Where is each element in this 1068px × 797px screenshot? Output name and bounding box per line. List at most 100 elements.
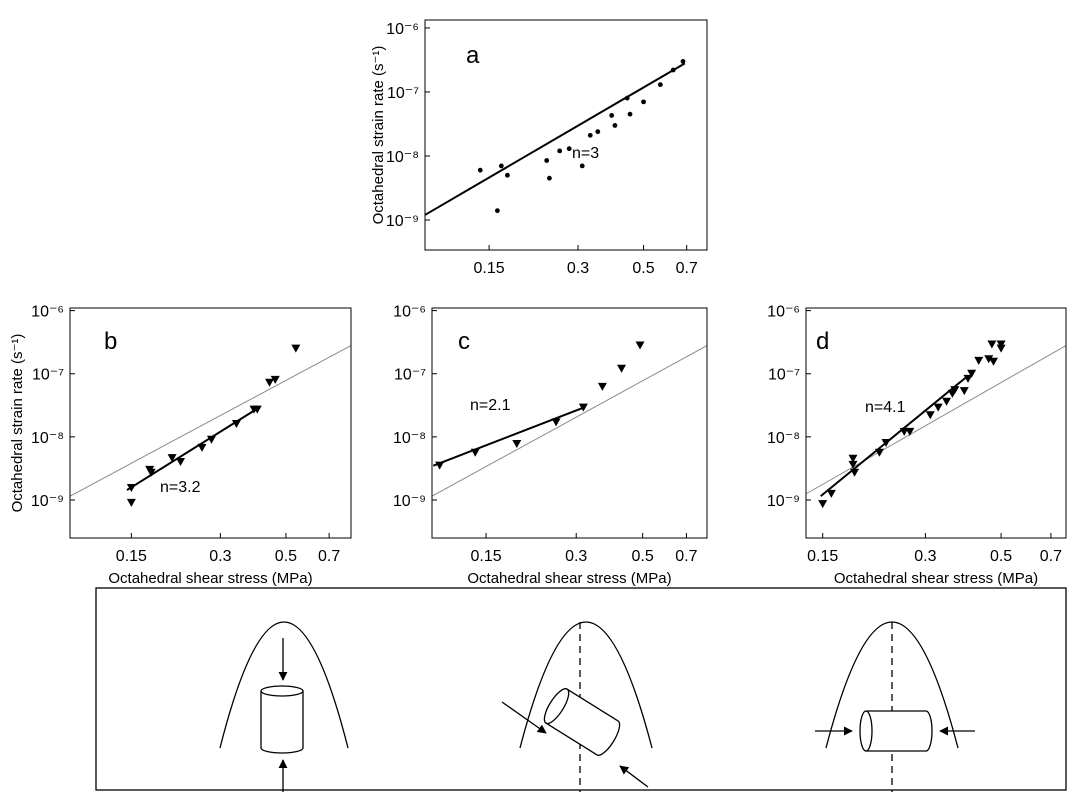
fit-line [425,63,685,215]
panel-label: a [466,42,480,69]
point [942,398,951,406]
point [495,208,500,213]
annotation: n=4.1 [865,399,906,416]
point [544,158,549,163]
reference-line [806,346,1066,494]
point [989,358,998,366]
arrow [620,766,648,787]
y-tick-label: 10⁻⁸ [767,430,800,447]
x-axis-label: Octahedral shear stress (MPa) [108,570,312,587]
y-tick-label: 10⁻⁸ [31,430,64,447]
y-tick-label: 10⁻⁸ [386,149,419,166]
point [658,82,663,87]
x-axis-label: Octahedral shear stress (MPa) [834,570,1038,587]
point [681,59,686,64]
annotation: n=2.1 [470,397,511,414]
cylinder [860,711,932,751]
x-tick-label: 0.3 [914,548,936,565]
x-tick-label: 0.3 [565,548,587,565]
x-tick-label: 0.15 [474,260,505,277]
cylinder [261,686,303,753]
x-tick-label: 0.3 [209,548,231,565]
x-tick-label: 0.7 [676,260,698,277]
point [617,365,626,373]
x-tick-label: 0.15 [470,548,501,565]
y-tick-label: 10⁻⁸ [393,430,426,447]
fit-line [821,376,968,496]
point [435,462,444,470]
point [595,129,600,134]
y-tick-label: 10⁻⁷ [768,367,800,384]
x-tick-label: 0.5 [632,260,654,277]
point [127,499,136,507]
y-axis-label: Octahedral strain rate (s⁻¹) [9,334,26,513]
point [579,404,588,412]
y-tick-label: 10⁻⁶ [767,304,800,321]
diagram [96,588,1066,792]
point [960,387,969,395]
x-tick-label: 0.5 [990,548,1012,565]
point [557,149,562,154]
reference-line [432,346,707,497]
point [609,113,614,118]
y-axis-label: Octahedral strain rate (s⁻¹) [370,46,387,225]
point [997,341,1006,349]
point [588,133,593,138]
y-tick-label: 10⁻⁹ [393,493,426,510]
point [291,345,300,353]
point [613,123,618,128]
x-tick-label: 0.7 [675,548,697,565]
diagram-frame [96,588,1066,790]
x-tick-label: 0.5 [275,548,297,565]
x-tick-label: 0.15 [116,548,147,565]
x-tick-label: 0.7 [1040,548,1062,565]
point [598,383,607,391]
y-tick-label: 10⁻⁷ [394,367,426,384]
point [905,428,914,436]
point [987,341,996,349]
point [875,449,884,457]
y-tick-label: 10⁻⁷ [387,85,419,102]
arrow [502,702,546,733]
plot-frame [432,308,707,538]
point [478,168,483,173]
annotation: n=3.2 [160,479,201,496]
panel-label: d [816,328,829,355]
point [625,96,630,101]
point [176,458,185,466]
point [974,357,983,365]
point [471,449,480,457]
point [818,500,827,508]
y-tick-label: 10⁻⁶ [386,21,419,38]
point [671,68,676,73]
point [628,112,633,117]
point [850,469,859,477]
point [580,163,585,168]
point [827,490,836,498]
point [547,176,552,181]
y-tick-label: 10⁻⁹ [767,493,800,510]
x-tick-label: 0.5 [632,548,654,565]
point [197,444,206,452]
point [926,411,935,419]
x-tick-label: 0.7 [318,548,340,565]
point [512,440,521,448]
x-tick-label: 0.3 [567,260,589,277]
figure: 0.150.30.50.710⁻⁹10⁻⁸10⁻⁷10⁻⁶an=3Octahed… [0,0,1068,792]
x-axis-label: Octahedral shear stress (MPa) [467,570,671,587]
point [641,99,646,104]
y-tick-label: 10⁻⁹ [386,213,419,230]
point [552,418,561,426]
y-tick-label: 10⁻⁶ [393,304,426,321]
point [499,163,504,168]
point [505,173,510,178]
plot-frame [806,308,1066,538]
fit-line [433,408,583,466]
cylinder [540,685,624,758]
point [934,404,943,412]
y-tick-label: 10⁻⁷ [32,367,64,384]
